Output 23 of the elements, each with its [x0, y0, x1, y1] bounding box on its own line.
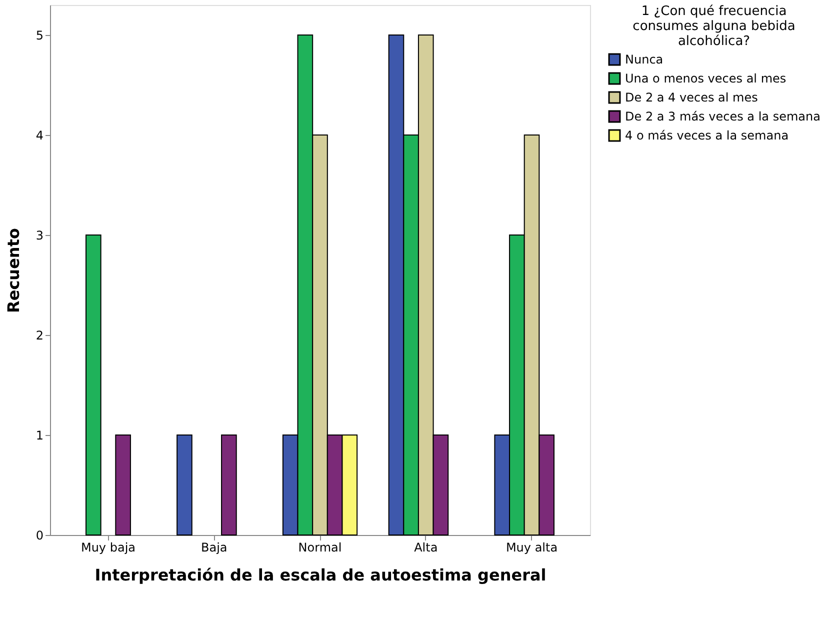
legend-label: De 2 a 3 más veces a la semana — [625, 110, 820, 124]
legend-label: 4 o más veces a la semana — [625, 128, 789, 142]
x-axis-title: Interpretación de la escala de autoestima general — [94, 566, 546, 584]
bar — [221, 434, 237, 536]
x-tick-label: Muy baja — [80, 540, 136, 554]
x-tick-label: Alta — [414, 540, 438, 554]
y-tick-label: 3 — [36, 228, 44, 242]
y-axis-title: Recuento — [4, 228, 23, 313]
legend-label: De 2 a 4 veces al mes — [625, 90, 758, 104]
bar — [86, 234, 102, 536]
x-tick-label: Muy alta — [506, 540, 558, 554]
legend-label: Una o menos veces al mes — [625, 72, 786, 86]
legend-title: 1 ¿Con qué frecuencia consumes alguna bebida alcohólica? — [632, 4, 796, 49]
y-tick-label: 0 — [36, 528, 44, 542]
y-tick-label: 2 — [36, 328, 44, 342]
legend-label: Nunca — [625, 52, 664, 66]
y-tick-label: 5 — [36, 28, 44, 42]
y-tick-label: 4 — [36, 128, 44, 142]
bar — [115, 434, 131, 536]
bar — [176, 434, 192, 536]
x-tick-label: Baja — [200, 540, 228, 554]
y-tick-label: 1 — [36, 428, 44, 442]
x-tick-label: Normal — [298, 540, 342, 554]
